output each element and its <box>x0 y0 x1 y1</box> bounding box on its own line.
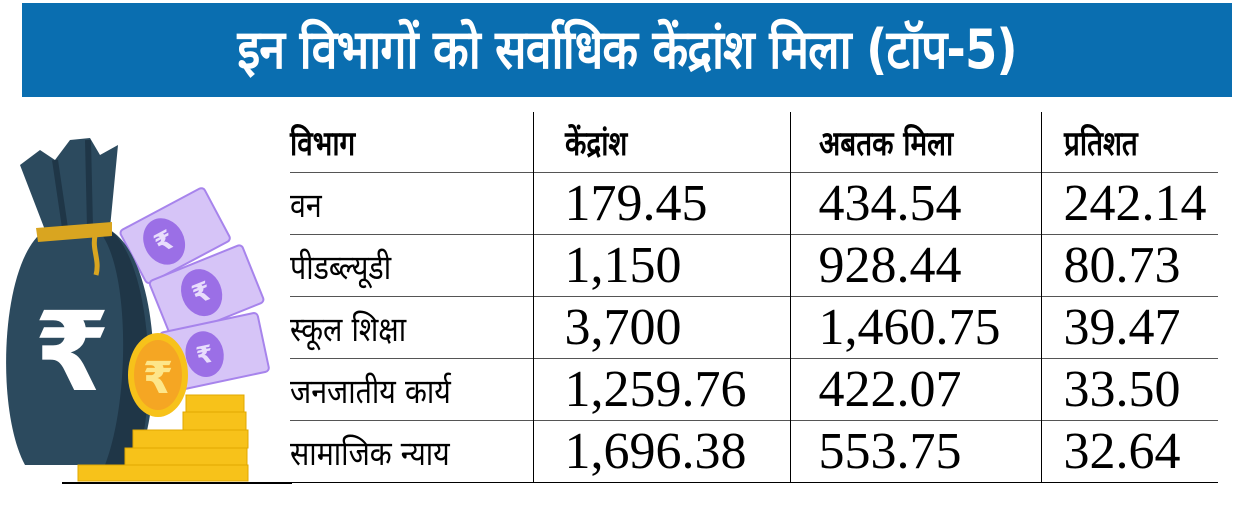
percent-cell: 32.64 <box>1040 420 1218 483</box>
central-share-table: विभाग केंद्रांश अबतक मिला प्रतिशत वन 179… <box>290 112 1218 483</box>
table-header-row: विभाग केंद्रांश अबतक मिला प्रतिशत <box>290 112 1218 173</box>
header-received-so-far: अबतक मिला <box>789 112 1041 173</box>
received-cell: 1,460.75 <box>789 296 1041 359</box>
department-cell: स्कूल शिक्षा <box>290 296 533 359</box>
received-cell: 422.07 <box>789 358 1041 421</box>
table-row: पीडब्ल्यूडी 1,150 928.44 80.73 <box>290 234 1218 297</box>
table-bottom-divider <box>62 482 292 484</box>
central-share-cell: 3,700 <box>532 296 790 359</box>
department-cell: पीडब्ल्यूडी <box>290 234 533 297</box>
table-row: वन 179.45 434.54 242.14 <box>290 172 1218 235</box>
central-share-cell: 179.45 <box>532 172 790 235</box>
rupee-note-icon: ₹ ₹ ₹ <box>119 187 270 393</box>
department-cell: वन <box>290 172 533 235</box>
department-cell: जनजातीय कार्य <box>290 358 533 421</box>
table-row: सामाजिक न्याय 1,696.38 553.75 32.64 <box>290 420 1218 483</box>
percent-cell: 39.47 <box>1040 296 1218 359</box>
central-share-cell: 1,259.76 <box>532 358 790 421</box>
header-department: विभाग <box>290 124 356 164</box>
coin-stack-icon <box>77 394 249 482</box>
received-cell: 434.54 <box>789 172 1041 235</box>
page-title: इन विभागों को सर्वाधिक केंद्रांश मिला (ट… <box>237 18 1017 81</box>
percent-cell: 33.50 <box>1040 358 1218 421</box>
money-illustration: ₹ ₹ ₹ ₹ <box>0 110 280 504</box>
department-cell: सामाजिक न्याय <box>290 420 533 483</box>
svg-text:₹: ₹ <box>143 353 174 404</box>
money-bag-icon: ₹ <box>6 138 154 465</box>
svg-text:₹: ₹ <box>194 340 216 371</box>
table-row: स्कूल शिक्षा 3,700 1,460.75 39.47 <box>290 296 1218 359</box>
received-cell: 553.75 <box>789 420 1041 483</box>
central-share-cell: 1,696.38 <box>532 420 790 483</box>
percent-cell: 80.73 <box>1040 234 1218 297</box>
rupee-coin-icon: ₹ <box>128 333 188 417</box>
central-share-cell: 1,150 <box>532 234 790 297</box>
table-row: जनजातीय कार्य 1,259.76 422.07 33.50 <box>290 358 1218 421</box>
title-banner: इन विभागों को सर्वाधिक केंद्रांश मिला (ट… <box>22 3 1232 97</box>
header-central-share: केंद्रांश <box>532 112 790 173</box>
percent-cell: 242.14 <box>1040 172 1218 235</box>
header-percent: प्रतिशत <box>1040 112 1218 173</box>
received-cell: 928.44 <box>789 234 1041 297</box>
svg-text:₹: ₹ <box>34 288 111 416</box>
